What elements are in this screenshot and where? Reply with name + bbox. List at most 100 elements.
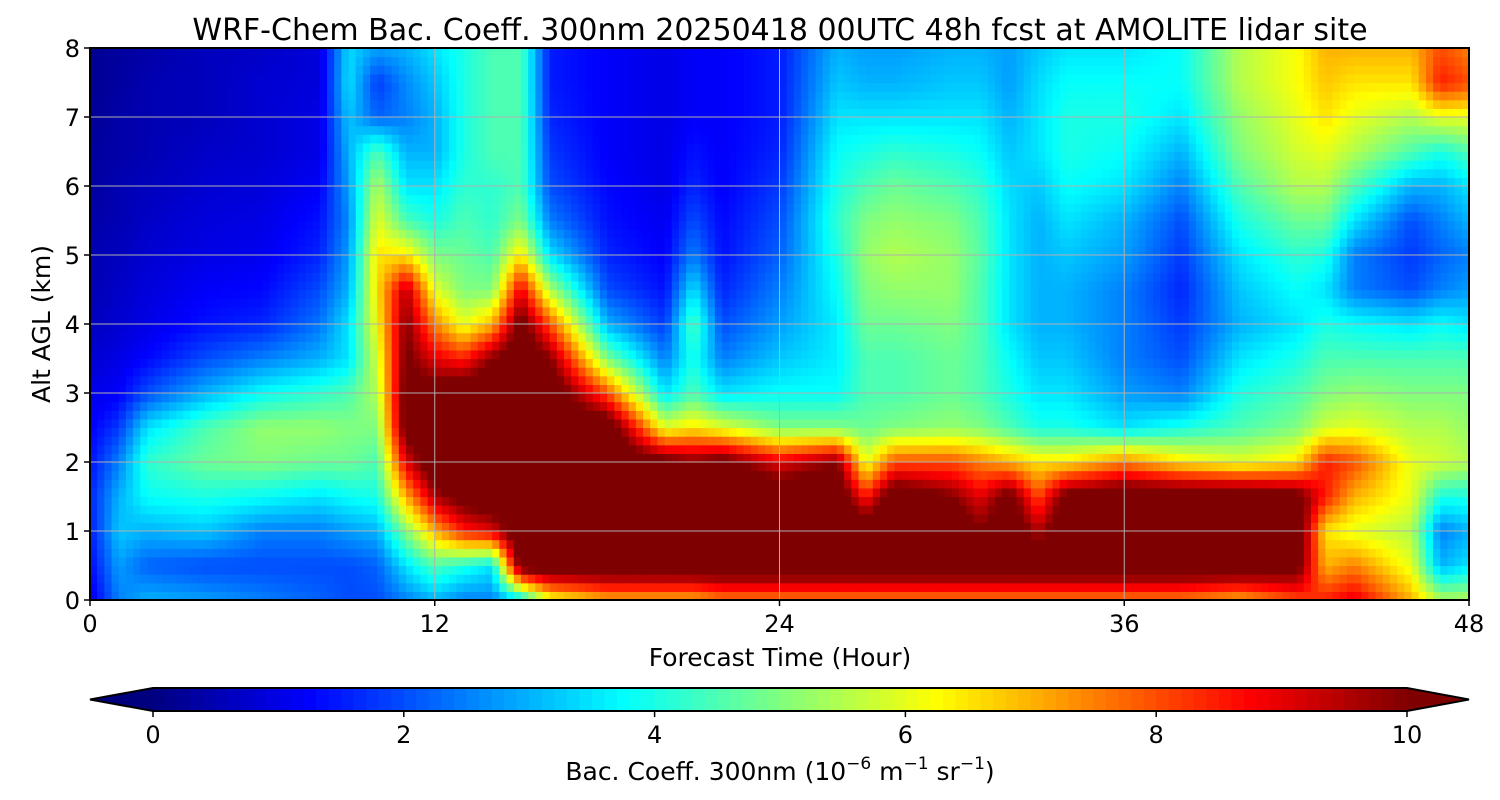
heatmap-cell <box>406 393 414 403</box>
heatmap-cell <box>204 315 213 325</box>
heatmap-cell <box>621 82 630 92</box>
heatmap-cell <box>571 427 579 437</box>
heatmap-cell <box>528 220 536 230</box>
heatmap-cell <box>556 418 565 429</box>
heatmap-cell <box>334 418 342 429</box>
heatmap-cell <box>154 548 163 558</box>
heatmap-cell <box>147 591 156 600</box>
heatmap-cell <box>355 418 364 429</box>
heatmap-cell <box>621 427 630 437</box>
heatmap-cell <box>133 125 141 135</box>
heatmap-cell <box>327 151 335 161</box>
heatmap-cell <box>528 246 536 256</box>
heatmap-cell <box>226 375 235 385</box>
heatmap-cell <box>556 48 565 58</box>
heatmap-cell <box>291 539 299 549</box>
heatmap-cell <box>118 168 127 178</box>
heatmap-cell <box>406 462 414 472</box>
heatmap-cell <box>621 358 630 368</box>
heatmap-cell <box>621 177 630 187</box>
heatmap-cell <box>233 289 242 299</box>
heatmap-cell <box>377 255 386 265</box>
heatmap-cell <box>621 229 630 239</box>
heatmap-cell <box>90 255 98 265</box>
heatmap-cell <box>291 522 299 532</box>
heatmap-cell <box>240 65 249 75</box>
heatmap-cell <box>334 186 342 196</box>
heatmap-cell <box>535 160 544 170</box>
heatmap-cell <box>441 384 450 394</box>
heatmap-cell <box>441 358 450 368</box>
heatmap-cell <box>398 574 407 584</box>
heatmap-cell <box>176 332 184 342</box>
heatmap-cell <box>226 418 235 429</box>
heatmap-cell <box>628 470 637 480</box>
heatmap-cell <box>233 384 242 394</box>
heatmap-cell <box>154 65 163 75</box>
heatmap-cell <box>470 73 479 84</box>
heatmap-cell <box>535 168 544 178</box>
heatmap-cell <box>520 48 529 58</box>
heatmap-cell <box>599 255 608 265</box>
heatmap-cell <box>305 401 314 411</box>
heatmap-cell <box>621 418 630 429</box>
heatmap-cell <box>477 470 486 480</box>
heatmap-cell <box>161 168 170 178</box>
heatmap-cell <box>90 65 98 75</box>
heatmap-cell <box>204 384 213 394</box>
heatmap-cell <box>614 203 623 213</box>
heatmap-cell <box>248 289 256 299</box>
heatmap-cell <box>233 56 242 66</box>
heatmap-cell <box>140 393 149 403</box>
heatmap-cell <box>341 246 350 256</box>
heatmap-cell <box>492 168 500 178</box>
heatmap-cell <box>398 487 407 498</box>
heatmap-cell <box>456 99 465 109</box>
heatmap-cell <box>477 496 486 506</box>
heatmap-cell <box>413 237 421 247</box>
heatmap-cell <box>420 487 429 498</box>
heatmap-cell <box>607 125 615 135</box>
heatmap-cell <box>104 479 113 489</box>
heatmap-cell <box>477 134 486 144</box>
heatmap-cell <box>441 108 450 118</box>
heatmap-cell <box>477 272 486 282</box>
heatmap-cell <box>413 565 421 575</box>
heatmap-cell <box>398 125 407 135</box>
heatmap-cell <box>441 211 450 222</box>
heatmap-cell <box>276 263 285 273</box>
heatmap-cell <box>549 255 558 265</box>
heatmap-cell <box>463 255 472 265</box>
heatmap-cell <box>283 272 292 282</box>
heatmap-cell <box>197 393 206 403</box>
heatmap-cell <box>434 65 443 75</box>
chart-title: WRF-Chem Bac. Coeff. 300nm 20250418 00UT… <box>192 13 1367 48</box>
heatmap-cell <box>434 246 443 256</box>
heatmap-cell <box>420 134 429 144</box>
heatmap-cell <box>97 91 105 101</box>
heatmap-cell <box>125 56 134 66</box>
heatmap-cell <box>140 582 149 592</box>
heatmap-cell <box>370 591 378 600</box>
heatmap-cell <box>154 565 163 575</box>
heatmap-cell <box>283 177 292 187</box>
heatmap-cell <box>485 436 493 446</box>
heatmap-cell <box>362 48 371 58</box>
heatmap-cell <box>183 211 192 222</box>
heatmap-cell <box>420 246 429 256</box>
heatmap-cell <box>219 280 228 291</box>
heatmap-cell <box>248 246 256 256</box>
heatmap-cell <box>125 151 134 161</box>
heatmap-cell <box>262 306 271 316</box>
heatmap-cell <box>248 108 256 118</box>
heatmap-cell <box>133 591 141 600</box>
heatmap-cell <box>334 211 342 222</box>
heatmap-cell <box>147 548 156 558</box>
heatmap-cell <box>219 393 228 403</box>
heatmap-cell <box>592 367 601 377</box>
heatmap-cell <box>470 125 479 135</box>
heatmap-cell <box>90 393 98 403</box>
heatmap-cell <box>147 401 156 411</box>
heatmap-cell <box>262 358 271 368</box>
heatmap-cell <box>355 384 364 394</box>
